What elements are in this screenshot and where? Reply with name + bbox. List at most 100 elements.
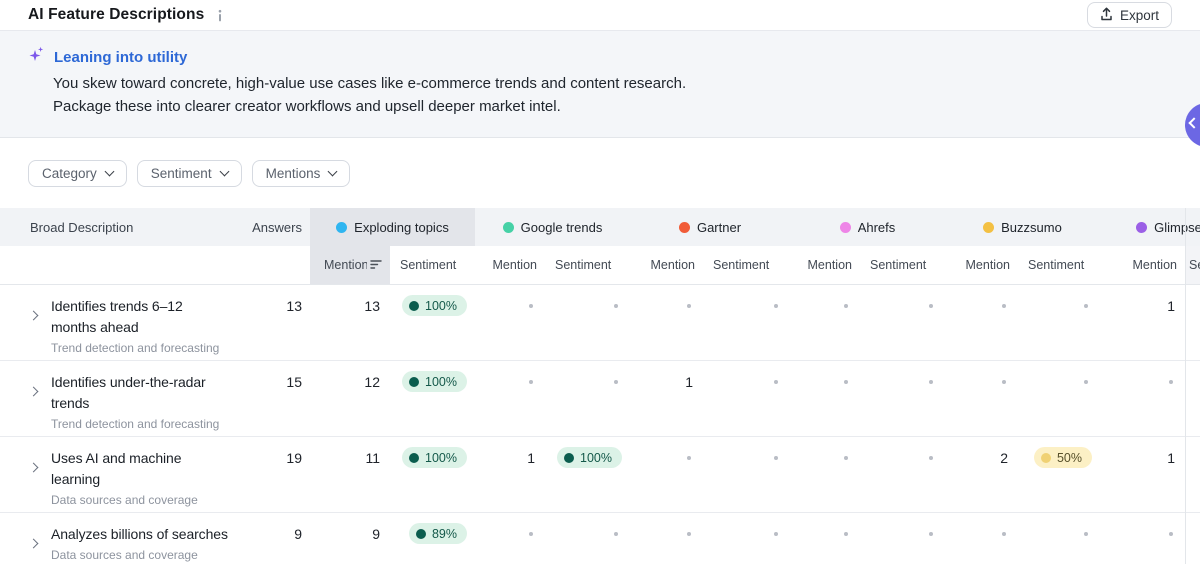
empty-value-dot [844, 380, 848, 384]
feature-row[interactable]: Analyzes billions of searches Data source… [0, 513, 1200, 564]
empty-value-dot [774, 380, 778, 384]
tool-group-label: Google trends [520, 219, 603, 235]
empty-value-dot [929, 532, 933, 536]
feature-description-cell: Identifies under-the-radar trends Trend d… [0, 361, 240, 436]
empty-value-dot [1084, 304, 1088, 308]
sentiment-value-google-trends [545, 513, 630, 564]
tool-group-header-ahrefs[interactable]: Ahrefs [790, 208, 945, 246]
filter-sentiment[interactable]: Sentiment [136, 159, 242, 187]
feature-title: Identifies under-the-radar trends [51, 374, 206, 411]
mention-column-header-buzzsumo[interactable]: Mention [945, 246, 1018, 284]
sparkle-icon [28, 46, 45, 68]
sentiment-column-header-glimpse[interactable]: Sentiment [1185, 246, 1200, 284]
sentiment-value-ahrefs [860, 437, 945, 512]
mention-column-header-glimpse[interactable]: Mention [1100, 246, 1185, 284]
mention-column-header-exploding-topics[interactable]: Mention [310, 246, 390, 284]
mention-column-header-google-trends[interactable]: Mention [475, 246, 545, 284]
answers-value: 9 [294, 526, 302, 542]
empty-value-dot [687, 304, 691, 308]
mention-value-ahrefs [790, 513, 860, 564]
sentiment-percent: 100% [425, 374, 457, 389]
sentiment-value-exploding-topics: 89% [390, 513, 475, 564]
empty-value-dot [1084, 380, 1088, 384]
chevron-right-icon[interactable] [28, 386, 39, 397]
mention-column-header-ahrefs[interactable]: Mention [790, 246, 860, 284]
filter-mentions[interactable]: Mentions [251, 159, 351, 187]
sentiment-dot [409, 452, 420, 463]
answers-value: 13 [286, 298, 302, 314]
mention-value-exploding-topics: 13 [364, 298, 380, 314]
mention-value-google-trends [475, 285, 545, 360]
export-button[interactable]: Export [1086, 2, 1172, 28]
feature-row[interactable]: Uses AI and machine learning Data sources… [0, 437, 1200, 513]
sentiment-value-glimpse [1185, 437, 1200, 512]
tool-group-header-glimpse[interactable]: Glimpse [1100, 208, 1200, 246]
empty-value-dot [687, 532, 691, 536]
mention-value-google-trends [475, 361, 545, 436]
sentiment-column-header-google-trends[interactable]: Sentiment [555, 258, 612, 272]
sentiment-value-buzzsumo [1018, 361, 1100, 436]
feature-title: Identifies trends 6–12 months ahead [51, 298, 183, 335]
mention-value-gartner [630, 513, 703, 564]
sentiment-dot [564, 452, 575, 463]
filter-category[interactable]: Category [28, 159, 127, 187]
mention-value-google-trends: 1 [527, 450, 535, 466]
mention-value-glimpse: 1 [1167, 298, 1175, 314]
info-icon[interactable] [214, 9, 226, 22]
tool-group-label: Glimpse [1154, 219, 1200, 235]
sentiment-column-header-buzzsumo[interactable]: Sentiment [1028, 258, 1085, 272]
sentiment-dot [1040, 452, 1051, 463]
mention-value-exploding-topics: 12 [364, 374, 380, 390]
chevron-right-icon[interactable] [28, 462, 39, 473]
feature-text: Identifies trends 6–12 months ahead Trend… [51, 296, 230, 355]
tool-color-dot [502, 221, 514, 233]
feature-row[interactable]: Identifies trends 6–12 months ahead Trend… [0, 285, 1200, 361]
empty-value-dot [1169, 532, 1173, 536]
sentiment-badge: 100% [557, 447, 622, 468]
sentiment-value-google-trends [545, 285, 630, 360]
empty-value-dot [844, 456, 848, 460]
assistant-fab[interactable] [1185, 103, 1200, 147]
tool-group-label: Buzzsumo [1001, 219, 1062, 235]
tool-group-header-gartner[interactable]: Gartner [630, 208, 790, 246]
empty-value-dot [529, 532, 533, 536]
sentiment-column-header-exploding-topics[interactable]: Sentiment [400, 258, 457, 272]
sentiment-column-header-ahrefs[interactable]: Sentiment [870, 258, 927, 272]
insight-banner: Leaning into utility You skew toward con… [0, 30, 1200, 138]
empty-value-dot [929, 380, 933, 384]
tool-group-header-google-trends[interactable]: Google trends [475, 208, 630, 246]
column-divider [1185, 208, 1186, 564]
feature-title: Uses AI and machine learning [51, 450, 182, 487]
chevron-right-icon[interactable] [28, 538, 39, 549]
tool-group-label: Exploding topics [354, 219, 449, 235]
chevron-down-icon [327, 166, 338, 176]
mention-header-label: Mention [324, 258, 367, 272]
tool-group-header-exploding-topics[interactable]: Exploding topics [310, 208, 475, 246]
chevron-right-icon[interactable] [28, 310, 39, 321]
feature-text: Uses AI and machine learning Data sources… [51, 448, 230, 507]
empty-value-dot [1002, 304, 1006, 308]
chevron-down-icon [104, 166, 115, 176]
empty-value-dot [687, 456, 691, 460]
answers-column-header[interactable]: Answers [252, 219, 302, 235]
sentiment-value-exploding-topics: 100% [390, 285, 475, 360]
sentiment-column-header-gartner[interactable]: Sentiment [713, 258, 770, 272]
feature-row[interactable]: Identifies under-the-radar trends Trend d… [0, 361, 1200, 437]
feature-category: Trend detection and forecasting [51, 341, 220, 355]
mention-value-buzzsumo [945, 513, 1018, 564]
sentiment-value-exploding-topics: 100% [390, 361, 475, 436]
mention-column-header-gartner[interactable]: Mention [630, 246, 703, 284]
answers-value: 15 [286, 374, 302, 390]
sentiment-value-buzzsumo [1018, 285, 1100, 360]
sentiment-value-gartner [703, 437, 790, 512]
header-spacer [0, 246, 310, 284]
title-bar: AI Feature Descriptions Export [0, 0, 1200, 30]
empty-value-dot [774, 456, 778, 460]
feature-description-cell: Analyzes billions of searches Data source… [0, 513, 240, 564]
empty-value-dot [614, 380, 618, 384]
feature-text: Identifies under-the-radar trends Trend d… [51, 372, 230, 431]
sentiment-badge: 50% [1033, 447, 1092, 468]
tool-group-header-buzzsumo[interactable]: Buzzsumo [945, 208, 1100, 246]
tool-group-label: Ahrefs [857, 219, 896, 235]
